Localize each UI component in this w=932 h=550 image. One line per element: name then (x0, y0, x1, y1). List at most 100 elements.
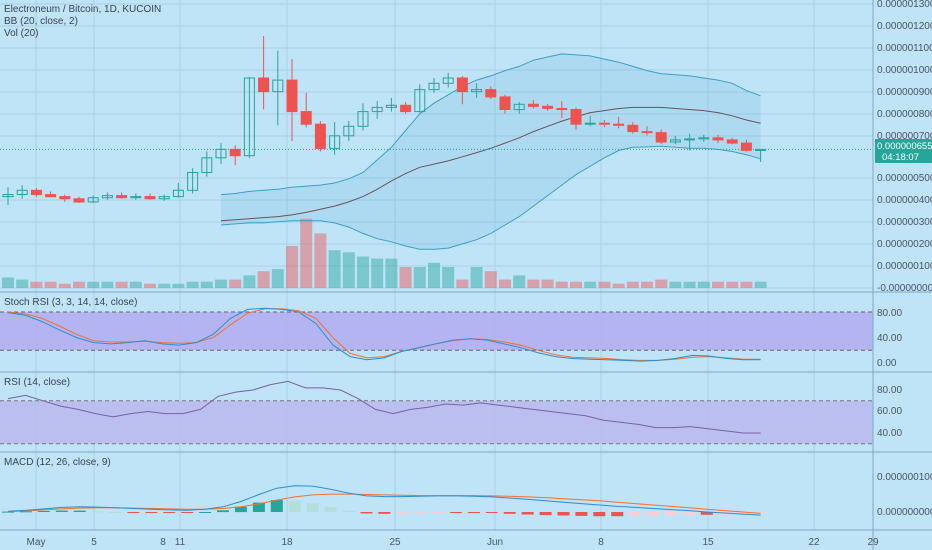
rsi-legend[interactable]: RSI (14, close) (4, 377, 70, 388)
price-axis-label: 0.0000007000 (877, 131, 932, 142)
volume-bar (144, 283, 156, 288)
price-axis-label: 0.0000001000 (877, 261, 932, 272)
price-axis-label: 0.0000012000 (877, 21, 932, 32)
price-axis-label: 0.0000013000 (877, 0, 932, 10)
candle-body (300, 111, 312, 125)
volume-bar (442, 267, 455, 288)
rsi-pane[interactable] (0, 380, 873, 445)
volume-bars (2, 218, 767, 288)
price-badge-countdown: 04:18:07 (882, 152, 919, 163)
volume-bar (257, 271, 270, 288)
volume-bar (200, 281, 213, 288)
candle-body (343, 125, 355, 137)
candle-body (613, 123, 625, 126)
volume-bar (626, 281, 639, 288)
volume-bar (16, 279, 29, 288)
main-pane[interactable] (0, 36, 873, 288)
volume-bar (172, 283, 185, 288)
candle-body (698, 137, 710, 140)
time-axis-label: 29 (867, 537, 879, 548)
volume-bar (300, 218, 313, 288)
volume-bar (186, 281, 199, 288)
price-axis-label: 0.0000010000 (877, 65, 932, 76)
rsi-axis-label: 40.00 (877, 428, 902, 439)
macd-hist-bar (270, 500, 283, 512)
volume-bar (371, 258, 384, 288)
volume-bar (342, 252, 355, 288)
volume-bar (726, 281, 739, 288)
price-axis-label: 0.0000002000 (877, 239, 932, 250)
time-axis-label: 8 (160, 537, 166, 548)
candle-body (172, 189, 184, 198)
volume-bar (527, 279, 540, 288)
volume-bar (158, 283, 171, 288)
price-badge: 0.0000006550 04:18:07 (875, 139, 932, 163)
macd-hist-bar (647, 512, 660, 516)
volume-bar (740, 281, 753, 288)
macd-hist-bar (503, 512, 516, 514)
candle-body (258, 77, 270, 93)
volume-bar (87, 281, 100, 288)
candle-body (712, 137, 724, 141)
time-axis-label: 11 (175, 537, 186, 548)
macd-hist-bar (55, 510, 68, 512)
candle-body (144, 196, 156, 200)
candles (2, 36, 767, 206)
candle-body (371, 106, 383, 113)
volume-bar (641, 281, 653, 288)
volume-bar (669, 281, 682, 288)
macd-hist-bar (736, 512, 749, 515)
macd-hist-bar (252, 502, 265, 512)
macd-legend[interactable]: MACD (12, 26, close, 9) (4, 457, 111, 468)
macd-hist-bar (450, 512, 462, 513)
vol-legend[interactable]: Vol (20) (4, 28, 38, 39)
candle-body (385, 104, 397, 108)
candle-body (684, 138, 696, 141)
volume-bar (513, 275, 526, 288)
price-axis-label: 0.0000005000 (877, 173, 932, 184)
candle-body (513, 103, 525, 111)
macd-hist-bar (360, 512, 373, 514)
volume-bar (683, 281, 696, 288)
candle-body (485, 89, 497, 98)
rsi-axis-label: 80.00 (877, 385, 902, 396)
volume-bar (101, 281, 114, 288)
volume-bar (541, 279, 554, 288)
volume-bar (612, 283, 625, 288)
bb-legend[interactable]: BB (20, close, 2) (4, 16, 78, 27)
volume-bar (470, 267, 483, 288)
macd-hist-bar (629, 512, 642, 516)
time-axis-label: 15 (702, 537, 714, 548)
candle-body (655, 132, 667, 143)
candle-body (428, 82, 440, 91)
macd-hist-bar (145, 512, 158, 513)
macd-hist-bar (593, 512, 606, 517)
volume-bar (58, 283, 71, 288)
symbol-legend[interactable]: Electroneum / Bitcoin, 1D, KUCOIN (4, 4, 161, 15)
bollinger-band-fill (221, 53, 761, 250)
candle-body (400, 104, 412, 113)
volume-bar (428, 262, 440, 288)
macd-hist-bar (217, 510, 229, 513)
time-axis[interactable]: May 5 8 11 18 25 Jun 8 15 22 29 (27, 537, 879, 548)
macd-hist-bar (163, 512, 176, 513)
candle-body (442, 77, 454, 84)
macd-line (7, 485, 761, 516)
stoch-axis-label: 40.00 (877, 333, 902, 344)
time-axis-label: 25 (389, 537, 401, 548)
stoch-legend[interactable]: Stoch RSI (3, 3, 14, 14, close) (4, 297, 137, 308)
macd-hist-bar (700, 512, 713, 515)
candle-body (87, 197, 99, 203)
volume-bar (598, 281, 611, 288)
candle-body (116, 195, 128, 199)
volume-bar (286, 246, 298, 288)
candle-body (456, 77, 468, 93)
stoch-rsi-pane[interactable] (0, 307, 873, 362)
volume-bar (499, 279, 511, 288)
time-axis-label: 5 (91, 537, 97, 548)
macd-hist-bar (109, 512, 122, 513)
macd-pane[interactable] (2, 485, 767, 517)
